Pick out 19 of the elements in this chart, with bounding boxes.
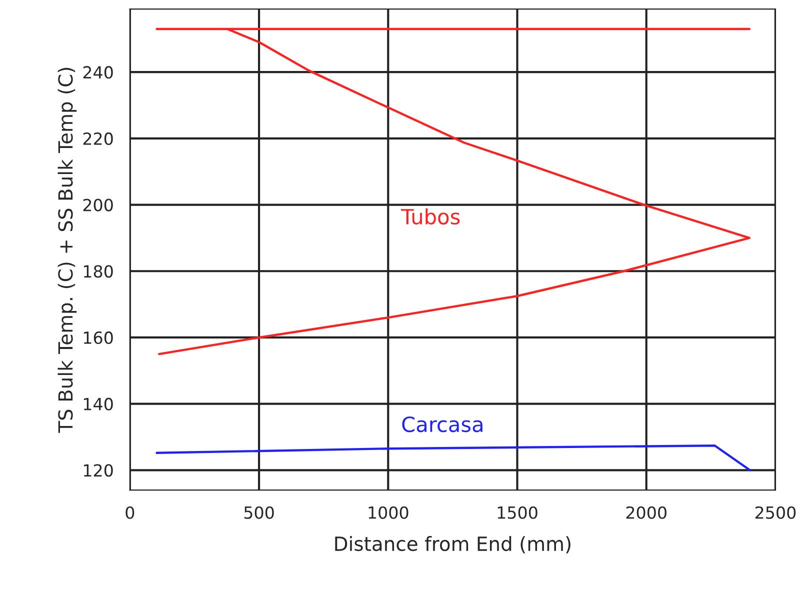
y-tick-label: 220 [83,132,113,146]
x-tick-label: 1000 [368,506,408,519]
line-series [156,28,750,356]
y-tick-label: 240 [83,66,113,79]
x-tick-label: 2000 [626,506,666,519]
y-tick-label: 120 [84,464,113,477]
y-tick-label: 200 [83,198,113,212]
x-tick-label: 2500 [755,506,796,519]
x-tick-label: 0 [126,506,134,519]
y-tick-label: 180 [84,265,113,278]
y-tick-label: 140 [84,398,113,410]
x-tick-label: 1500 [498,506,538,519]
text: Tubos [400,208,460,225]
y-tick-label: 160 [84,331,113,344]
line-series [156,444,752,472]
series-label: Carcasa [402,416,482,432]
x-axis-title: Distance from End (mm) [335,536,570,554]
y-axis-title: TS Bulk Temp. (C) + SS Bulk Temp (C) [58,68,77,433]
x-tick-label: 500 [244,506,274,519]
